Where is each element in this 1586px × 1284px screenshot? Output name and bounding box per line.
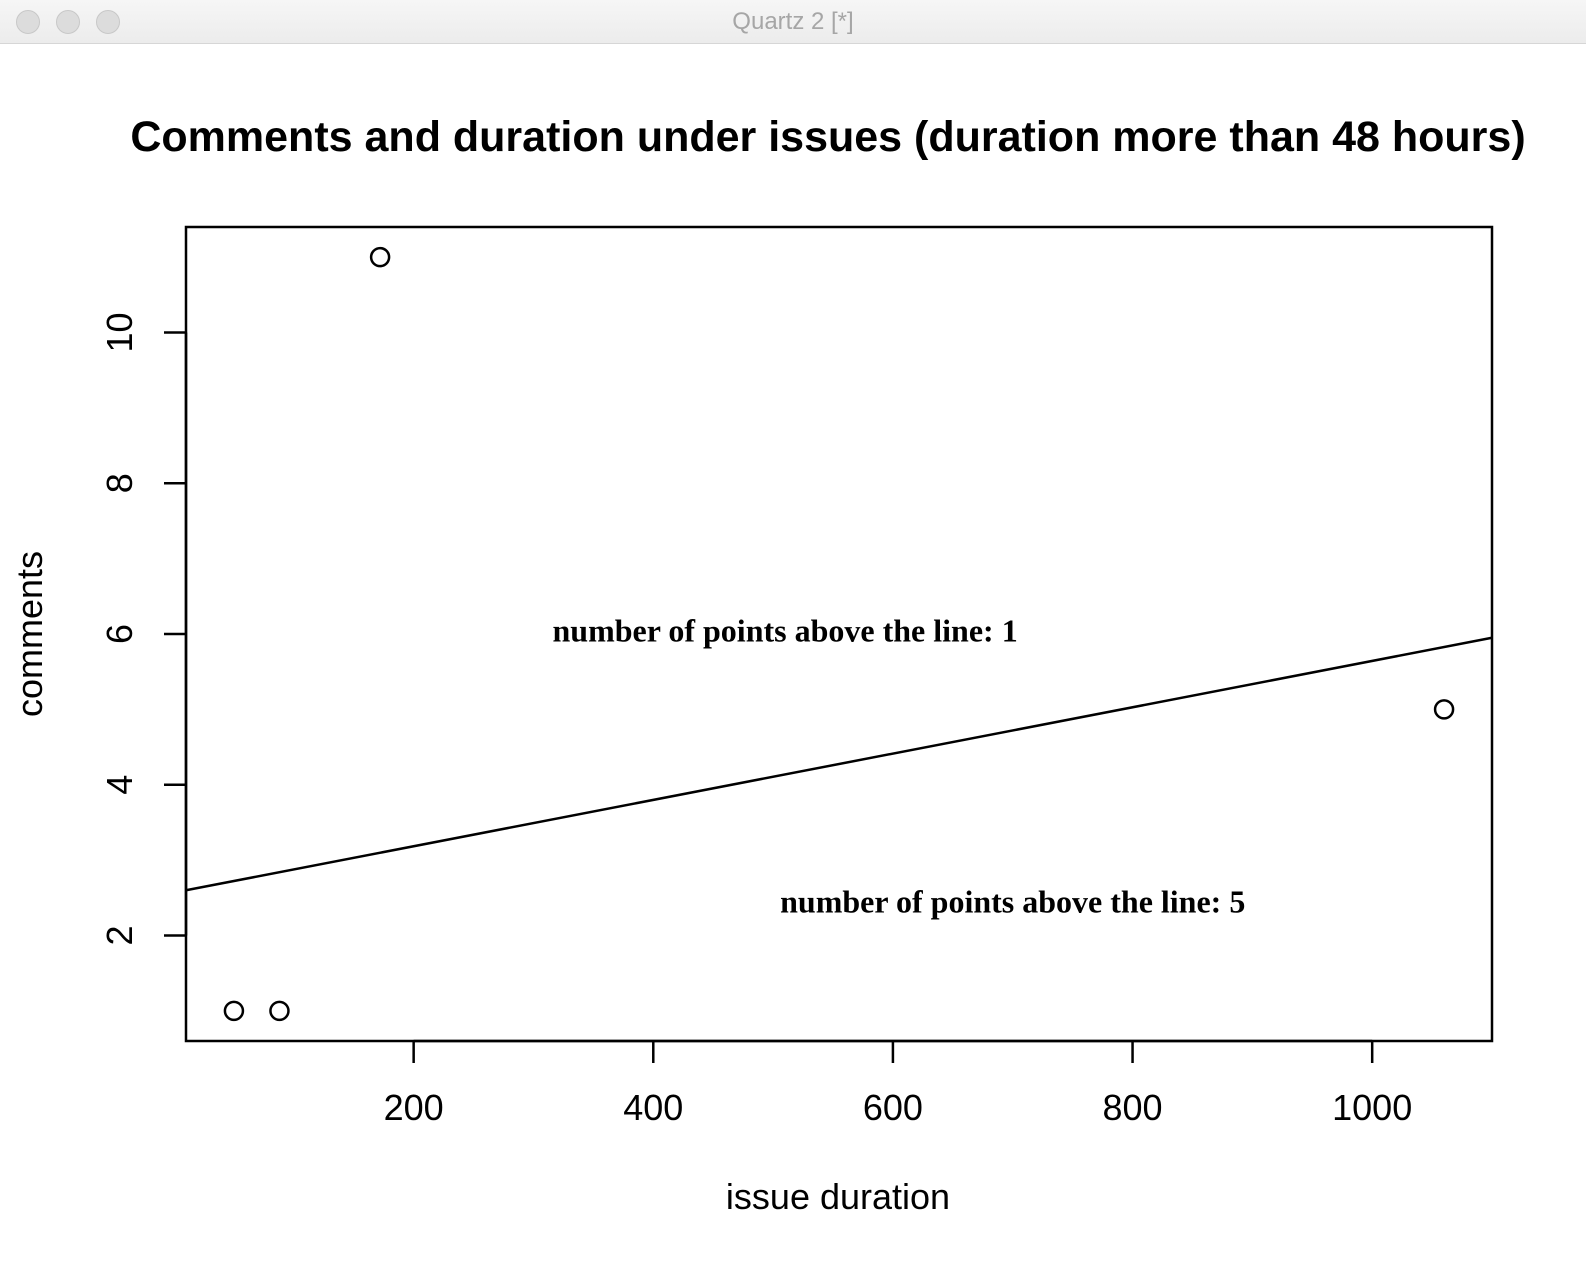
x-tick-label: 1000 [1332, 1087, 1412, 1128]
fit-line-group [185, 636, 1493, 892]
data-point [369, 246, 391, 268]
chart-title: Comments and duration under issues (dura… [130, 113, 1525, 161]
title-bar: Quartz 2 [*] [0, 0, 1586, 44]
y-tick-label: 2 [99, 925, 140, 945]
annotation-label: number of points above the line: 5 [780, 884, 1245, 920]
regression-line [185, 636, 1493, 892]
y-tick-label: 8 [99, 473, 140, 493]
data-point [223, 1000, 245, 1022]
x-axis: 200 400 600 800 1000 [384, 1039, 1412, 1128]
data-point [1433, 699, 1455, 720]
points-group [223, 246, 1455, 1022]
x-axis-label: issue duration [726, 1176, 950, 1217]
y-tick-label: 6 [99, 624, 140, 644]
data-point [269, 1000, 290, 1022]
y-axis: 2 4 6 8 10 [99, 312, 188, 945]
x-tick-label: 200 [384, 1087, 444, 1128]
minimize-window-button[interactable] [56, 10, 80, 34]
plot-area: Comments and duration under issues (dura… [0, 44, 1586, 1284]
y-axis-label: comments [9, 551, 50, 717]
close-window-button[interactable] [16, 10, 40, 34]
x-tick-label: 400 [623, 1087, 683, 1128]
annotation-label: number of points above the line: 1 [552, 612, 1017, 648]
y-tick-label: 4 [99, 775, 140, 795]
scatter-chart: Comments and duration under issues (dura… [9, 113, 1526, 1217]
y-tick-label: 10 [99, 312, 140, 352]
zoom-window-button[interactable] [96, 10, 120, 34]
window-title: Quartz 2 [*] [732, 8, 854, 35]
x-tick-label: 600 [863, 1087, 923, 1128]
x-tick-label: 800 [1103, 1087, 1163, 1128]
annotations-group: number of points above the line: 1 number… [552, 612, 1245, 919]
